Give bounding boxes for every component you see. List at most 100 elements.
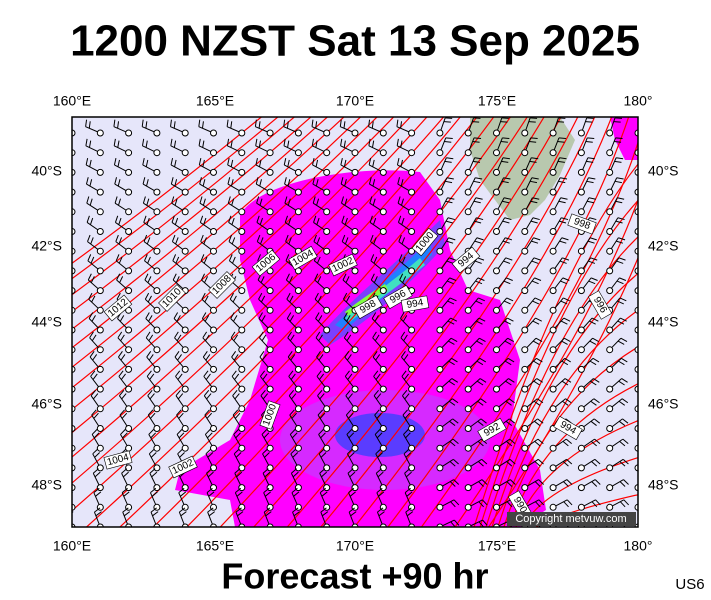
station (549, 208, 557, 216)
barb-tick (148, 315, 153, 322)
station (294, 188, 302, 196)
barb-tick (150, 452, 157, 458)
station (323, 149, 331, 157)
lon-label-bottom: 180° (624, 538, 653, 554)
lon-label-bottom: 160°E (53, 538, 91, 554)
barb-tick (400, 159, 403, 167)
barb-tick (448, 380, 456, 386)
isobar-label-box (251, 249, 281, 277)
barb-tick (316, 370, 322, 377)
barb-tick (178, 432, 185, 439)
barb-tick (446, 260, 454, 264)
isobar (72, 117, 378, 389)
barb-tick (202, 331, 208, 339)
isobar-label-box (477, 417, 507, 443)
barb-tick (402, 276, 407, 283)
barb-tick (450, 317, 458, 322)
station (351, 346, 359, 354)
barb-tick (530, 200, 538, 204)
station (125, 168, 133, 176)
barb-tick (318, 334, 323, 342)
station (379, 247, 387, 255)
barb-tick (402, 409, 408, 416)
barb-tick (117, 331, 123, 339)
barb-tick (503, 260, 511, 264)
barb-tick (341, 234, 346, 242)
barb-tick (285, 254, 290, 261)
station (96, 188, 104, 196)
barb-tick (175, 389, 181, 397)
barb-tick (557, 160, 565, 163)
barb-tick (406, 471, 412, 478)
station (294, 149, 302, 157)
barb-tick (503, 197, 512, 200)
barb-tick (562, 277, 570, 281)
barb-tick (315, 121, 318, 129)
barb-tick (651, 419, 657, 423)
station (521, 267, 529, 275)
barb-tick (177, 448, 184, 455)
station (210, 326, 217, 334)
barb-tick (141, 138, 145, 146)
barb-tick (261, 315, 266, 322)
barb-tick (283, 157, 287, 166)
barb-tick (642, 142, 649, 143)
station (549, 464, 557, 472)
barb-tick (292, 507, 299, 513)
station (606, 503, 614, 511)
barb-tick (481, 479, 488, 485)
barb-staff (637, 348, 638, 350)
barb-tick (368, 157, 372, 166)
station (210, 228, 217, 235)
station (210, 208, 217, 216)
station (294, 346, 302, 354)
barb-tick (321, 471, 328, 478)
station (464, 149, 472, 157)
barb-tick (207, 471, 214, 478)
barb-tick (377, 471, 384, 478)
station (436, 405, 444, 413)
station (153, 405, 161, 413)
barb-tick (64, 335, 68, 341)
barb-tick (376, 393, 382, 400)
barb-tick (91, 315, 96, 322)
barb-tick (452, 418, 459, 424)
barb-tick (93, 393, 99, 400)
barb-tick (647, 258, 654, 260)
barb-tick (536, 398, 544, 404)
barb-tick (201, 273, 206, 281)
station (436, 208, 444, 216)
barb-tick (261, 334, 267, 342)
barb-tick (171, 215, 175, 223)
station (294, 365, 302, 373)
barb-tick (145, 159, 149, 167)
isobar (420, 140, 638, 527)
barb-tick (235, 507, 242, 513)
barb-tick (453, 458, 459, 465)
barb-tick (64, 315, 68, 321)
barb-tick (288, 217, 292, 225)
barb-tick (288, 237, 292, 245)
barb-tick (175, 237, 179, 245)
station (323, 168, 331, 176)
isobar-label-box (451, 246, 481, 274)
barb-tick (371, 140, 375, 148)
barb-tick (561, 237, 569, 241)
station (493, 168, 500, 176)
barb-tick (176, 315, 181, 322)
station (323, 444, 331, 452)
station (125, 346, 133, 354)
barb-tick (616, 177, 624, 180)
barb-tick (619, 461, 626, 467)
barb-tick (286, 292, 291, 300)
station (294, 168, 302, 176)
barb-tick (448, 237, 456, 241)
barb-tick (122, 432, 128, 439)
station (436, 385, 444, 393)
barb-tick (448, 340, 455, 345)
barb-tick (61, 332, 65, 338)
lon-label-bottom: 170°E (336, 538, 374, 554)
barb-tick (559, 157, 567, 160)
station (323, 287, 331, 295)
station (323, 247, 331, 255)
